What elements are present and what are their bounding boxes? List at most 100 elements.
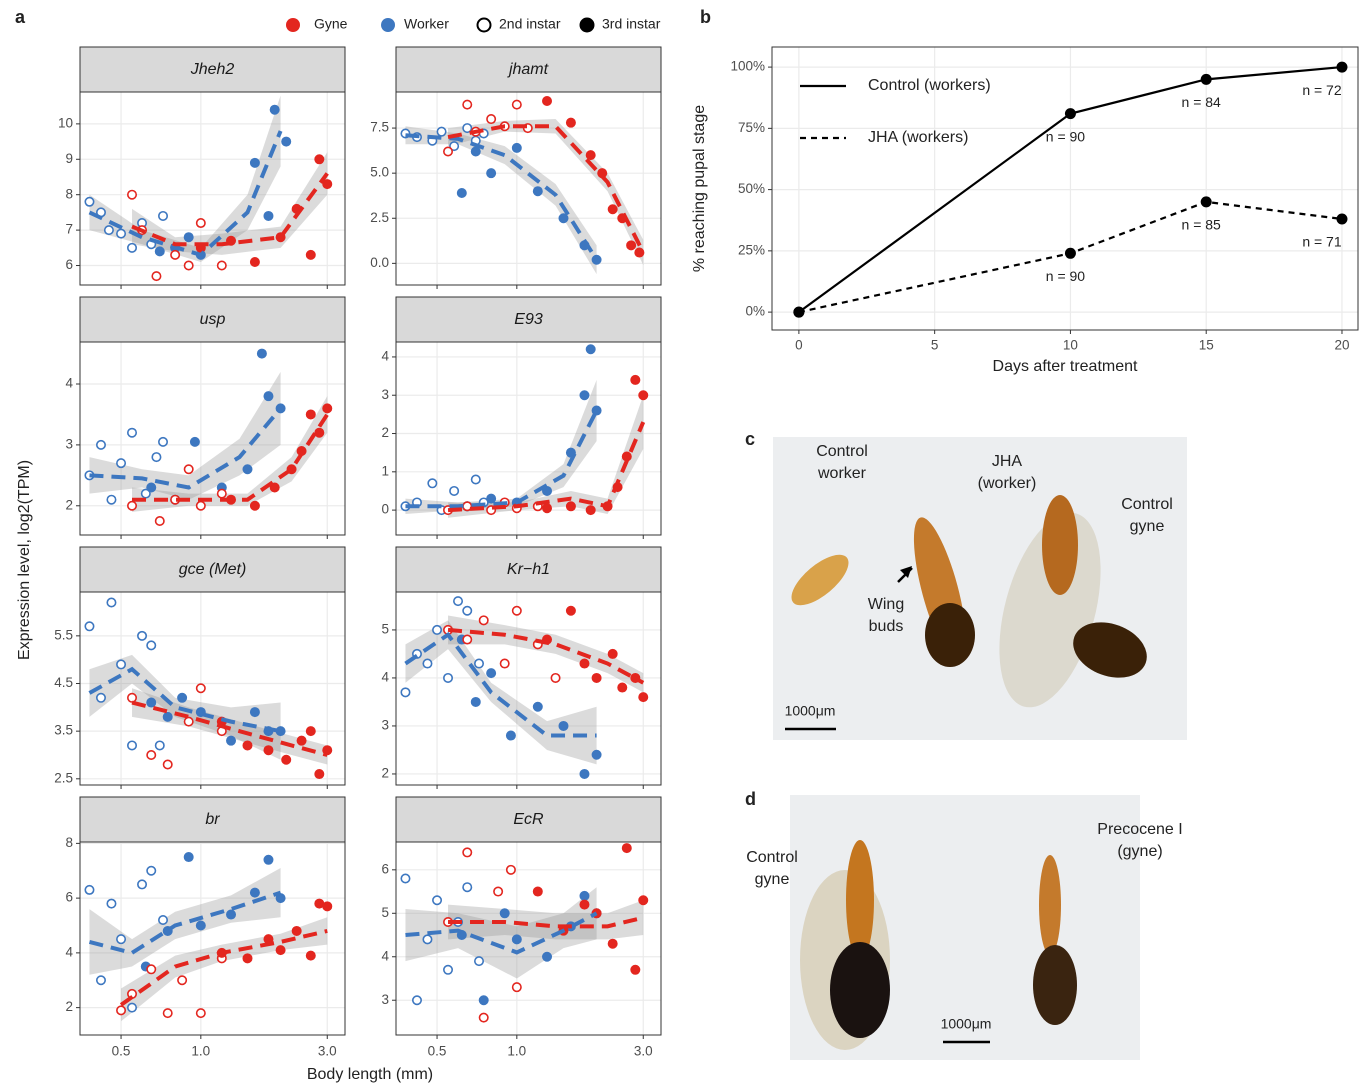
data-point xyxy=(623,844,631,852)
data-point xyxy=(472,698,480,706)
x-tick-label: 3.0 xyxy=(318,1044,337,1059)
y-tick-label: 8 xyxy=(65,835,73,850)
data-point xyxy=(147,867,155,875)
data-point xyxy=(500,659,508,667)
scale-bar-label: 1000μm xyxy=(785,703,836,719)
data-point xyxy=(463,848,471,856)
annotation: n = 84 xyxy=(1182,94,1222,110)
data-point xyxy=(184,465,192,473)
data-point xyxy=(128,502,136,510)
data-point xyxy=(85,622,93,630)
data-point xyxy=(138,880,146,888)
data-point xyxy=(608,205,616,213)
facet: gce (Met)2.53.54.55.5 xyxy=(54,547,345,789)
image-label: gyne xyxy=(1130,518,1165,535)
facet: Jheh2678910 xyxy=(58,47,345,289)
x-tick-label: 0.5 xyxy=(112,1044,131,1059)
data-point xyxy=(500,909,508,917)
data-point xyxy=(1201,74,1212,85)
data-point xyxy=(128,190,136,198)
data-point xyxy=(282,756,290,764)
y-tick-label: 5 xyxy=(381,621,389,636)
data-point xyxy=(97,694,105,702)
annotation: n = 90 xyxy=(1046,128,1086,144)
data-point xyxy=(117,935,125,943)
data-point xyxy=(164,713,172,721)
y-tick-label: 3 xyxy=(381,387,389,402)
data-point xyxy=(270,106,278,114)
data-point xyxy=(631,966,639,974)
data-point xyxy=(156,517,164,525)
data-point xyxy=(282,137,290,145)
data-point xyxy=(159,916,167,924)
strip-title: jhamt xyxy=(507,61,549,78)
y-tick-label: 50% xyxy=(738,181,765,196)
y-tick-label: 3 xyxy=(381,718,389,733)
data-point xyxy=(117,1006,125,1014)
data-point xyxy=(639,391,647,399)
data-point xyxy=(307,727,315,735)
legend-label: 3rd instar xyxy=(602,16,661,32)
strip-title: br xyxy=(205,811,220,828)
data-point xyxy=(105,226,113,234)
data-point xyxy=(472,147,480,155)
data-point xyxy=(171,251,179,259)
data-point xyxy=(156,247,164,255)
data-point xyxy=(243,465,251,473)
legend-swatch xyxy=(381,18,395,32)
image-label: JHA xyxy=(992,453,1023,470)
y-tick-label: 4 xyxy=(65,944,73,959)
x-tick-label: 0 xyxy=(795,338,803,353)
data-point xyxy=(1201,196,1212,207)
data-point xyxy=(276,946,284,954)
data-point xyxy=(156,741,164,749)
image-label: worker xyxy=(817,465,867,482)
data-point xyxy=(423,659,431,667)
data-point xyxy=(480,616,488,624)
data-point xyxy=(401,874,409,882)
y-tick-label: 0.0 xyxy=(370,255,389,270)
image-label: Wing xyxy=(868,596,904,613)
legend-label: Worker xyxy=(404,16,449,32)
data-point xyxy=(251,159,259,167)
data-point xyxy=(315,899,323,907)
panel-label: c xyxy=(745,429,755,449)
data-point xyxy=(297,736,305,744)
data-point xyxy=(147,641,155,649)
image-label: Control xyxy=(746,849,798,866)
annotation: n = 90 xyxy=(1046,268,1086,284)
data-point xyxy=(197,219,205,227)
data-point xyxy=(586,345,594,353)
data-point xyxy=(85,198,93,206)
legend-label: JHA (workers) xyxy=(868,129,968,146)
y-tick-label: 5.0 xyxy=(370,165,389,180)
data-point xyxy=(592,751,600,759)
y-tick-label: 4 xyxy=(381,348,389,363)
data-point xyxy=(413,996,421,1004)
data-point xyxy=(592,406,600,414)
data-point xyxy=(534,887,542,895)
data-point xyxy=(97,441,105,449)
data-point xyxy=(592,674,600,682)
data-point xyxy=(159,438,167,446)
data-point xyxy=(454,597,462,605)
panel-border xyxy=(772,47,1358,330)
strip-title: Kr−h1 xyxy=(507,561,550,578)
data-point xyxy=(251,502,259,510)
data-point xyxy=(639,693,647,701)
data-point xyxy=(475,659,483,667)
data-point xyxy=(147,698,155,706)
legend-label: 2nd instar xyxy=(499,16,561,32)
data-point xyxy=(138,632,146,640)
data-point xyxy=(580,770,588,778)
data-point xyxy=(147,483,155,491)
data-point xyxy=(475,957,483,965)
data-point xyxy=(580,391,588,399)
data-point xyxy=(458,189,466,197)
strip-title: gce (Met) xyxy=(179,561,247,578)
ant-jha-gaster xyxy=(925,603,975,667)
x-tick-label: 1.0 xyxy=(191,1044,210,1059)
data-point xyxy=(164,760,172,768)
data-point xyxy=(218,489,226,497)
